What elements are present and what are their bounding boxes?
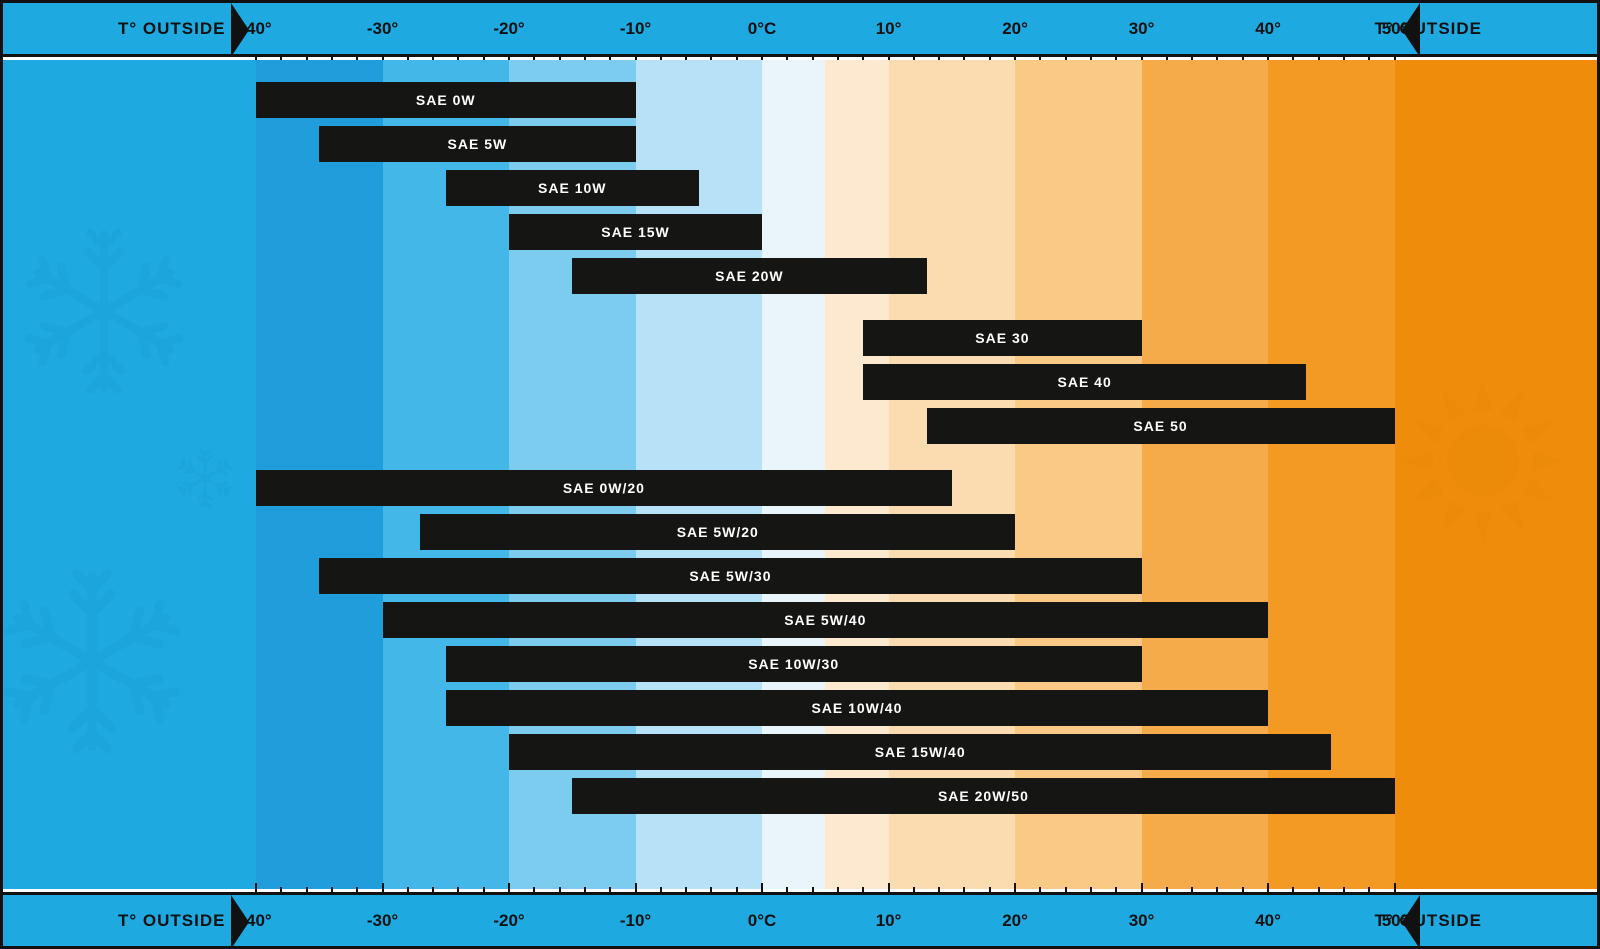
axis-top: T° OUTSIDE T° OUTSIDE -40° -30° -20° -10° 0°C 1… [3,3,1597,57]
tick-mark [255,883,257,895]
tick-mark [1039,887,1041,895]
tick-label: 0°C [748,895,777,946]
tick-label: 50° [1382,3,1408,54]
grade-bar: SAE 10W/30 [446,646,1142,682]
tick-label: 20° [1002,895,1028,946]
grade-bar: SAE 10W [446,170,699,206]
tick-mark [635,883,637,895]
grade-bar: SAE 10W/40 [446,690,1268,726]
axis-bottom: T° OUTSIDE T° OUTSIDE -40° -30° -20° -10° 0°C 1… [3,892,1597,946]
tick-mark [609,887,611,895]
tick-mark [786,887,788,895]
tick-mark [1014,883,1016,895]
tick-label: 30° [1129,895,1155,946]
tick-mark [837,887,839,895]
axis-label-left: T° OUTSIDE [3,895,225,946]
tick-mark [862,887,864,895]
grade-bar: SAE 15W/40 [509,734,1331,770]
tick-label: 40° [1255,895,1281,946]
tick-mark [306,887,308,895]
tick-mark [559,887,561,895]
axis-label-right: T° OUTSIDE [1375,895,1597,946]
tick-mark [280,887,282,895]
tick-mark [913,887,915,895]
grade-bar: SAE 5W/30 [319,558,1141,594]
tick-label: -10° [620,3,651,54]
tick-label: 10° [876,895,902,946]
tick-label: -20° [493,895,524,946]
tick-mark [1115,887,1117,895]
tick-label: 20° [1002,3,1028,54]
tick-mark [1368,887,1370,895]
tick-mark [963,887,965,895]
tick-mark [1166,887,1168,895]
grade-bar: SAE 0W [256,82,636,118]
tick-mark [761,883,763,895]
tick-label: 10° [876,3,902,54]
grade-bar: SAE 5W/20 [420,514,1015,550]
grade-bar: SAE 20W/50 [572,778,1394,814]
tick-mark [989,887,991,895]
tick-label: -30° [367,3,398,54]
tick-label: -20° [493,3,524,54]
axis-label-left: T° OUTSIDE [3,3,225,54]
tick-label: -30° [367,895,398,946]
grade-bar: SAE 15W [509,214,762,250]
grade-bar: SAE 40 [863,364,1306,400]
tick-mark [1318,887,1320,895]
tick-mark [1394,883,1396,895]
tick-mark [1216,887,1218,895]
tick-label: 40° [1255,3,1281,54]
tick-mark [584,887,586,895]
sae-viscosity-chart: T° OUTSIDE T° OUTSIDE -40° -30° -20° -10° 0°C 1… [0,0,1600,949]
grade-bar: SAE 20W [572,258,926,294]
grade-bar: SAE 50 [927,408,1395,444]
tick-mark [685,887,687,895]
grade-bar: SAE 5W/40 [383,602,1269,638]
tick-mark [1191,887,1193,895]
tick-mark [938,887,940,895]
tick-mark [660,887,662,895]
tick-mark [508,883,510,895]
plot-area: SAE 0W SAE 5W SAE 10W SAE 15W SAE 20W SAE 30 S… [3,60,1597,889]
tick-mark [1292,887,1294,895]
tick-mark [710,887,712,895]
tick-mark [331,887,333,895]
tick-mark [812,887,814,895]
tick-mark [457,887,459,895]
grade-bar: SAE 0W/20 [256,470,952,506]
tick-mark [533,887,535,895]
tick-mark [1141,883,1143,895]
grade-bar: SAE 30 [863,320,1141,356]
tick-mark [1065,887,1067,895]
tick-label: -40° [240,895,271,946]
tick-label: 30° [1129,3,1155,54]
tick-mark [382,883,384,895]
tick-mark [1267,883,1269,895]
tick-mark [1242,887,1244,895]
tick-mark [432,887,434,895]
tick-label: 50° [1382,895,1408,946]
tick-mark [483,887,485,895]
tick-label: -40° [240,3,271,54]
tick-mark [736,887,738,895]
tick-mark [356,887,358,895]
tick-mark [888,883,890,895]
axis-label-right: T° OUTSIDE [1375,3,1597,54]
tick-mark [407,887,409,895]
tick-mark [1343,887,1345,895]
tick-mark [1090,887,1092,895]
grade-bar: SAE 5W [319,126,635,162]
tick-label: -10° [620,895,651,946]
tick-label: 0°C [748,3,777,54]
